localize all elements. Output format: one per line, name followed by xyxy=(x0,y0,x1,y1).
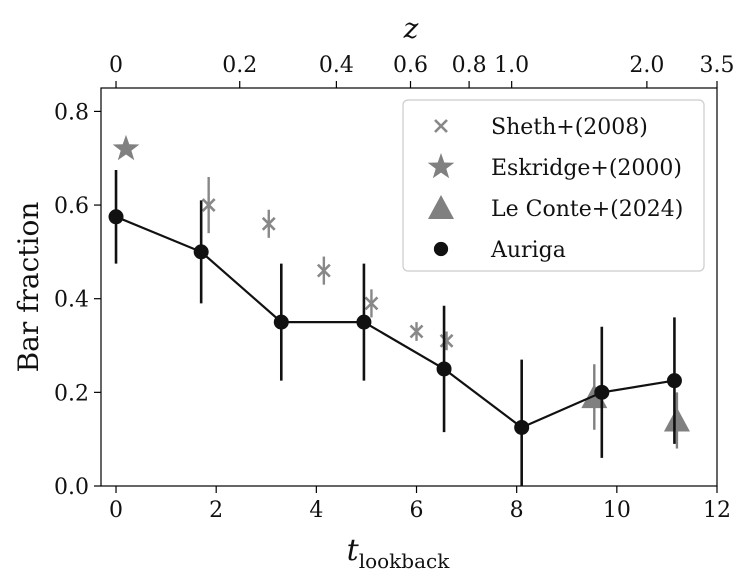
y-tick-label: 0.8 xyxy=(54,100,89,125)
y-tick-label: 0.2 xyxy=(54,381,89,406)
top-axis-label: z xyxy=(403,12,419,45)
x-tick-label: 8 xyxy=(510,498,524,523)
point-sheth-2008 xyxy=(316,263,331,278)
x-axis-label-main: t xyxy=(347,533,360,568)
top-tick-label: 2.0 xyxy=(629,53,664,78)
x-axis-label: tlookback xyxy=(347,533,451,573)
top-tick-label: 0.8 xyxy=(452,53,487,78)
x-tick-label: 12 xyxy=(703,498,731,523)
plot-frame xyxy=(100,87,718,487)
point-sheth-2008 xyxy=(409,324,424,339)
point-auriga xyxy=(356,314,372,330)
y-tick-label: 0.4 xyxy=(54,288,89,313)
point-eskridge-2000 xyxy=(112,134,140,161)
top-tick-label: 0 xyxy=(109,53,123,78)
x-axis-label-sub: lookback xyxy=(359,549,451,573)
legend-label: Le Conte+(2024) xyxy=(491,197,683,222)
legend-label: Sheth+(2008) xyxy=(491,115,648,140)
data-marks xyxy=(108,134,690,486)
point-sheth-2008 xyxy=(261,216,276,231)
legend-marker xyxy=(427,153,455,179)
legend-marker xyxy=(428,195,454,220)
axis-ticks xyxy=(94,81,718,493)
top-tick-label: 0.2 xyxy=(222,53,257,78)
top-tick-label: 0.6 xyxy=(393,53,428,78)
point-sheth-2008 xyxy=(364,296,379,311)
top-tick-label: 3.5 xyxy=(700,53,735,78)
legend-label: Auriga xyxy=(490,238,566,263)
x-tick-label: 0 xyxy=(109,498,123,523)
top-tick-label: 0.4 xyxy=(319,53,354,78)
point-auriga xyxy=(666,373,682,389)
y-tick-label: 0.6 xyxy=(54,194,89,219)
y-axis-label: Bar fraction xyxy=(12,202,45,373)
x-tick-label: 2 xyxy=(209,498,223,523)
x-tick-label: 4 xyxy=(309,498,323,523)
y-tick-label: 0.0 xyxy=(54,475,89,500)
point-auriga xyxy=(594,384,610,400)
point-auriga xyxy=(193,244,209,260)
point-le-conte-2024 xyxy=(663,407,690,432)
point-auriga xyxy=(436,361,452,377)
legend-entries: Sheth+(2008) Eskridge+(2000) Le Conte+(202… xyxy=(427,115,683,263)
point-sheth-2008 xyxy=(201,198,216,212)
x-tick-label: 6 xyxy=(410,498,424,523)
series-line-auriga xyxy=(115,215,675,429)
x-tick-label: 10 xyxy=(603,498,631,523)
point-auriga xyxy=(514,419,530,435)
tick-labels: 0 2 4 6 8 10 12 0.0 0.2 0.4 0.6 0.8 0 0.2 0.4 0.6 0.8 1.0… xyxy=(54,53,735,523)
legend: Sheth+(2008) Eskridge+(2000) Le Conte+(202… xyxy=(402,99,705,272)
legend-marker xyxy=(433,241,449,257)
legend-label: Eskridge+(2000) xyxy=(491,156,682,181)
point-auriga xyxy=(273,314,289,330)
legend-marker xyxy=(434,119,448,133)
legend-box xyxy=(402,99,705,272)
point-sheth-2008 xyxy=(439,333,454,348)
point-auriga xyxy=(108,209,124,225)
top-tick-label: 1.0 xyxy=(494,53,529,78)
